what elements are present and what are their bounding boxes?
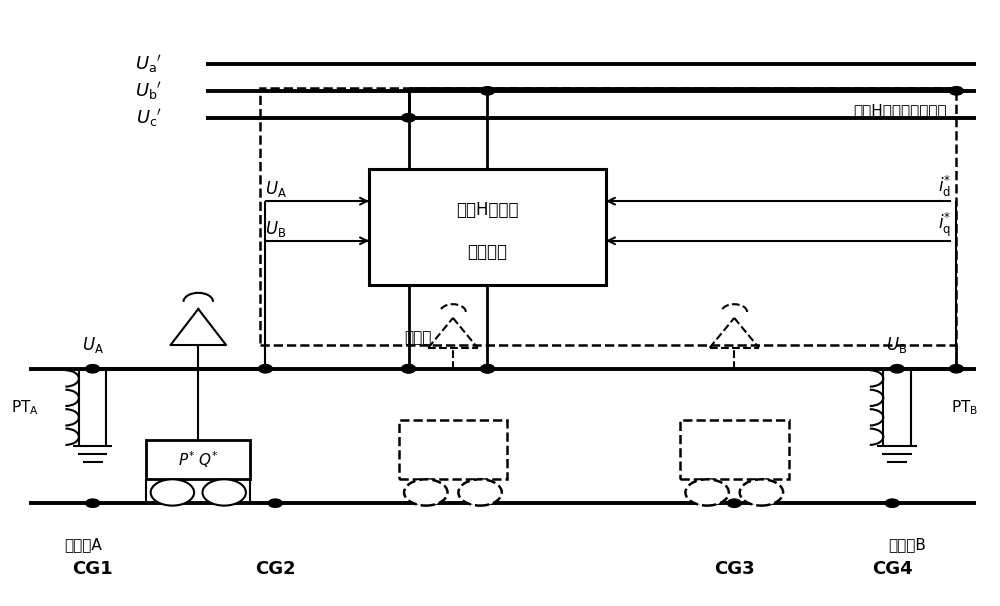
Text: $i_\mathrm{q}^{*}$: $i_\mathrm{q}^{*}$ bbox=[938, 211, 951, 239]
Bar bbox=[680, 419, 789, 479]
Circle shape bbox=[458, 479, 502, 505]
Circle shape bbox=[740, 479, 783, 505]
Circle shape bbox=[402, 113, 415, 122]
Text: CG3: CG3 bbox=[714, 560, 755, 578]
Text: 中性段: 中性段 bbox=[405, 330, 432, 345]
Bar bbox=[260, 88, 956, 345]
Text: CG4: CG4 bbox=[872, 560, 913, 578]
Text: $U_\mathrm{B}$: $U_\mathrm{B}$ bbox=[886, 335, 908, 355]
Text: CG2: CG2 bbox=[255, 560, 296, 578]
Text: $U_\mathrm{A}$: $U_\mathrm{A}$ bbox=[82, 335, 104, 355]
Circle shape bbox=[481, 87, 494, 95]
Circle shape bbox=[890, 365, 904, 373]
Circle shape bbox=[481, 365, 494, 373]
Circle shape bbox=[885, 499, 899, 507]
Bar bbox=[399, 419, 507, 479]
Text: 供电臂B: 供电臂B bbox=[888, 538, 926, 553]
Bar bbox=[146, 441, 250, 479]
Circle shape bbox=[949, 365, 963, 373]
Text: 供电臂A: 供电臂A bbox=[64, 538, 102, 553]
Circle shape bbox=[727, 499, 741, 507]
Text: $U_\mathrm{B}$: $U_\mathrm{B}$ bbox=[265, 219, 287, 239]
Circle shape bbox=[404, 479, 448, 505]
Text: $U_\mathrm{A}$: $U_\mathrm{A}$ bbox=[265, 179, 287, 199]
Circle shape bbox=[258, 365, 272, 373]
Text: $U_\mathrm{c}{^\prime}$: $U_\mathrm{c}{^\prime}$ bbox=[136, 107, 162, 128]
Text: PT$_\mathrm{A}$: PT$_\mathrm{A}$ bbox=[11, 398, 38, 417]
Circle shape bbox=[402, 365, 415, 373]
Circle shape bbox=[268, 499, 282, 507]
Circle shape bbox=[86, 499, 100, 507]
Text: $P^{*}\;Q^{*}$: $P^{*}\;Q^{*}$ bbox=[178, 450, 219, 470]
Bar bbox=[369, 168, 606, 285]
Text: $U_\mathrm{b}{^\prime}$: $U_\mathrm{b}{^\prime}$ bbox=[135, 80, 162, 102]
Circle shape bbox=[86, 365, 100, 373]
Text: CG1: CG1 bbox=[72, 560, 113, 578]
Circle shape bbox=[949, 87, 963, 95]
Text: 级联H桥过电分相系统: 级联H桥过电分相系统 bbox=[853, 103, 946, 118]
Circle shape bbox=[685, 479, 729, 505]
Text: 平变流器: 平变流器 bbox=[467, 244, 507, 261]
Text: $i_\mathrm{d}^{*}$: $i_\mathrm{d}^{*}$ bbox=[938, 175, 951, 199]
Text: PT$_\mathrm{B}$: PT$_\mathrm{B}$ bbox=[951, 398, 979, 417]
Circle shape bbox=[151, 479, 194, 505]
Circle shape bbox=[481, 365, 494, 373]
Text: $U_\mathrm{a}{^\prime}$: $U_\mathrm{a}{^\prime}$ bbox=[135, 53, 162, 75]
Circle shape bbox=[402, 365, 415, 373]
Circle shape bbox=[202, 479, 246, 505]
Text: 级联H桥多电: 级联H桥多电 bbox=[456, 201, 519, 219]
